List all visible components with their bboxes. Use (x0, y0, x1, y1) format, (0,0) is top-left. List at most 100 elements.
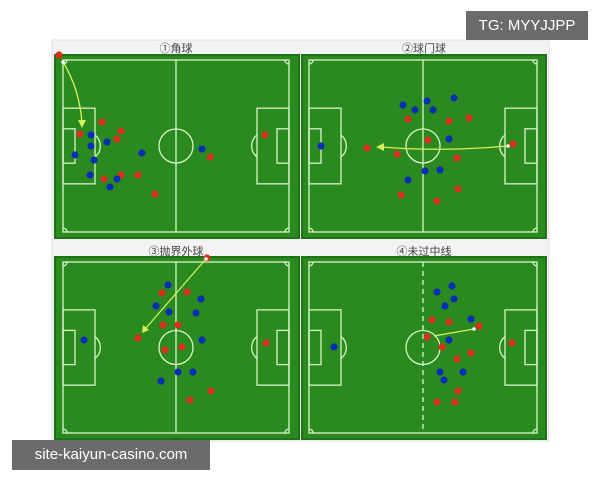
penalty-arc-right (499, 134, 506, 158)
player-blue (86, 171, 94, 179)
player-red (433, 398, 441, 406)
player-blue (152, 302, 160, 310)
player-red (207, 387, 215, 395)
player-red (113, 135, 121, 143)
corner-arc (62, 261, 68, 267)
penalty-arc-right (499, 335, 506, 360)
player-blue (450, 295, 458, 303)
corner-arc (308, 59, 314, 65)
player-blue (113, 175, 121, 183)
center-circle (158, 128, 194, 164)
player-blue (433, 288, 441, 296)
corner-arc (532, 261, 538, 267)
player-blue (440, 376, 448, 384)
player-blue (441, 302, 449, 310)
penalty-arc-left (340, 134, 347, 158)
pitch-surface (54, 54, 300, 239)
corner-arc (308, 227, 314, 233)
player-red (453, 154, 461, 162)
goal-area-left (62, 128, 76, 164)
player-blue (450, 94, 458, 102)
ball (204, 257, 208, 261)
player-blue (174, 368, 182, 376)
player-red (206, 153, 214, 161)
player-blue (317, 142, 325, 150)
pitch-3 (54, 256, 300, 440)
player-red (451, 398, 459, 406)
player-blue (198, 145, 206, 153)
player-blue (436, 368, 444, 376)
corner-arc (308, 261, 314, 267)
player-red (134, 171, 142, 179)
player-red (262, 339, 270, 347)
player-blue (399, 101, 407, 109)
player-blue (445, 336, 453, 344)
player-blue (138, 149, 146, 157)
player-blue (198, 336, 206, 344)
player-blue (164, 281, 172, 289)
player-blue (448, 282, 456, 290)
player-blue (330, 343, 338, 351)
corner-arc (284, 227, 290, 233)
penalty-arc-right (251, 335, 258, 360)
player-red (186, 396, 194, 404)
player-blue (165, 308, 173, 316)
pitch-surface (54, 256, 300, 440)
player-red (465, 114, 473, 122)
player-red (475, 322, 483, 330)
player-blue (90, 156, 98, 164)
corner-arc (284, 59, 290, 65)
player-red (363, 144, 371, 152)
player-red (55, 51, 63, 59)
player-red (151, 190, 159, 198)
ball (506, 144, 510, 148)
watermark-top-right: TG: MYYJJPP (466, 11, 588, 40)
player-red (445, 117, 453, 125)
corner-arc (284, 428, 290, 434)
goal-kick-ball-path (381, 145, 509, 150)
center-circle (405, 128, 441, 164)
player-red (509, 140, 517, 148)
player-blue (436, 166, 444, 174)
corner-arc (62, 227, 68, 233)
player-blue (87, 142, 95, 150)
player-red (454, 387, 462, 395)
player-blue (404, 176, 412, 184)
watermark-bottom-left: site-kaiyun-casino.com (12, 440, 210, 470)
player-red (117, 127, 125, 135)
throw-in-ball-path (145, 259, 206, 329)
player-red (423, 333, 431, 341)
player-red (174, 321, 182, 329)
penalty-arc-left (94, 134, 101, 158)
corner-arc (284, 261, 290, 267)
player-blue (197, 295, 205, 303)
corner-arc (62, 59, 68, 65)
pitch-1 (54, 54, 300, 239)
player-blue (71, 151, 79, 159)
player-red (183, 288, 191, 296)
ball (472, 327, 476, 331)
player-red (98, 118, 106, 126)
corner-arc (62, 428, 68, 434)
player-blue (192, 309, 200, 317)
player-red (261, 131, 269, 139)
arrowhead-icon (78, 120, 86, 128)
player-red (76, 130, 84, 138)
player-blue (445, 135, 453, 143)
center-circle (158, 329, 194, 366)
player-red (508, 339, 516, 347)
player-red (454, 185, 462, 193)
player-blue (87, 131, 95, 139)
player-blue (157, 377, 165, 385)
corner-arc (532, 428, 538, 434)
penalty-arc-left (94, 335, 101, 360)
panel-title-goal-kick: ②球门球 (402, 42, 446, 55)
player-blue (80, 336, 88, 344)
corner-arc (532, 59, 538, 65)
player-red (161, 346, 169, 354)
player-red (453, 355, 461, 363)
corner-arc (308, 428, 314, 434)
ball (61, 60, 65, 64)
arrowhead-icon (142, 325, 149, 333)
player-red (158, 289, 166, 297)
